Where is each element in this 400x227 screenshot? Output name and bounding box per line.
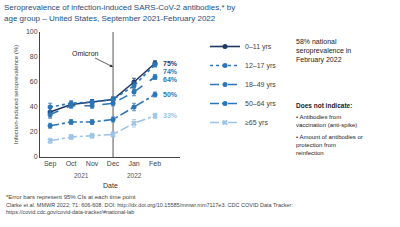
svg-text:60: 60 [30, 78, 38, 85]
svg-text:Jan: Jan [128, 160, 139, 167]
svg-text:• Amount of antibodies orprote: • Amount of antibodies orprotection from… [296, 134, 363, 156]
svg-text:20: 20 [30, 128, 38, 135]
svg-text:Date: Date [103, 182, 118, 189]
svg-text:58% nationalseroprevalence inF: 58% nationalseroprevalence inFebruary 20… [296, 38, 351, 64]
svg-text:0: 0 [34, 153, 38, 160]
svg-text:40: 40 [30, 103, 38, 110]
svg-text:75%: 75% [163, 60, 178, 67]
svg-text:2021: 2021 [74, 172, 89, 179]
svg-text:2022: 2022 [127, 172, 142, 179]
svg-text:12–17 yrs: 12–17 yrs [245, 62, 276, 70]
svg-text:Seroprevalence of infection-in: Seroprevalence of infection-induced SARS… [4, 3, 235, 22]
svg-text:Infection-induced seroprevalen: Infection-induced seroprevalence (%) [13, 45, 19, 144]
svg-text:*Error bars represent 95% CIs: *Error bars represent 95% CIs at each ti… [6, 194, 136, 200]
svg-text:Omicron: Omicron [72, 50, 99, 57]
svg-text:Oct: Oct [66, 160, 77, 167]
svg-text:50–64 yrs: 50–64 yrs [245, 100, 276, 108]
svg-text:80: 80 [30, 53, 38, 60]
svg-text:• Antibodies fromvaccination (: • Antibodies fromvaccination (anti-spike… [296, 114, 357, 128]
svg-text:74%: 74% [163, 68, 178, 75]
svg-text:Feb: Feb [149, 160, 161, 167]
svg-text:Dec: Dec [107, 160, 120, 167]
svg-text:33%: 33% [163, 112, 178, 119]
svg-text:≥65 yrs: ≥65 yrs [245, 119, 268, 127]
svg-text:0–11 yrs: 0–11 yrs [245, 43, 272, 51]
svg-text:100: 100 [26, 28, 38, 35]
svg-text:64%: 64% [163, 76, 178, 83]
svg-text:Nov: Nov [86, 160, 99, 167]
svg-text:18–49 yrs: 18–49 yrs [245, 81, 276, 89]
svg-text:50%: 50% [163, 91, 178, 98]
svg-text:Does not indicate:: Does not indicate: [296, 102, 352, 109]
svg-text:Sep: Sep [44, 160, 57, 168]
svg-text:Clarke et al. MMWR 2022; 71: 6: Clarke et al. MMWR 2022; 71: 606-608. DO… [6, 202, 293, 215]
